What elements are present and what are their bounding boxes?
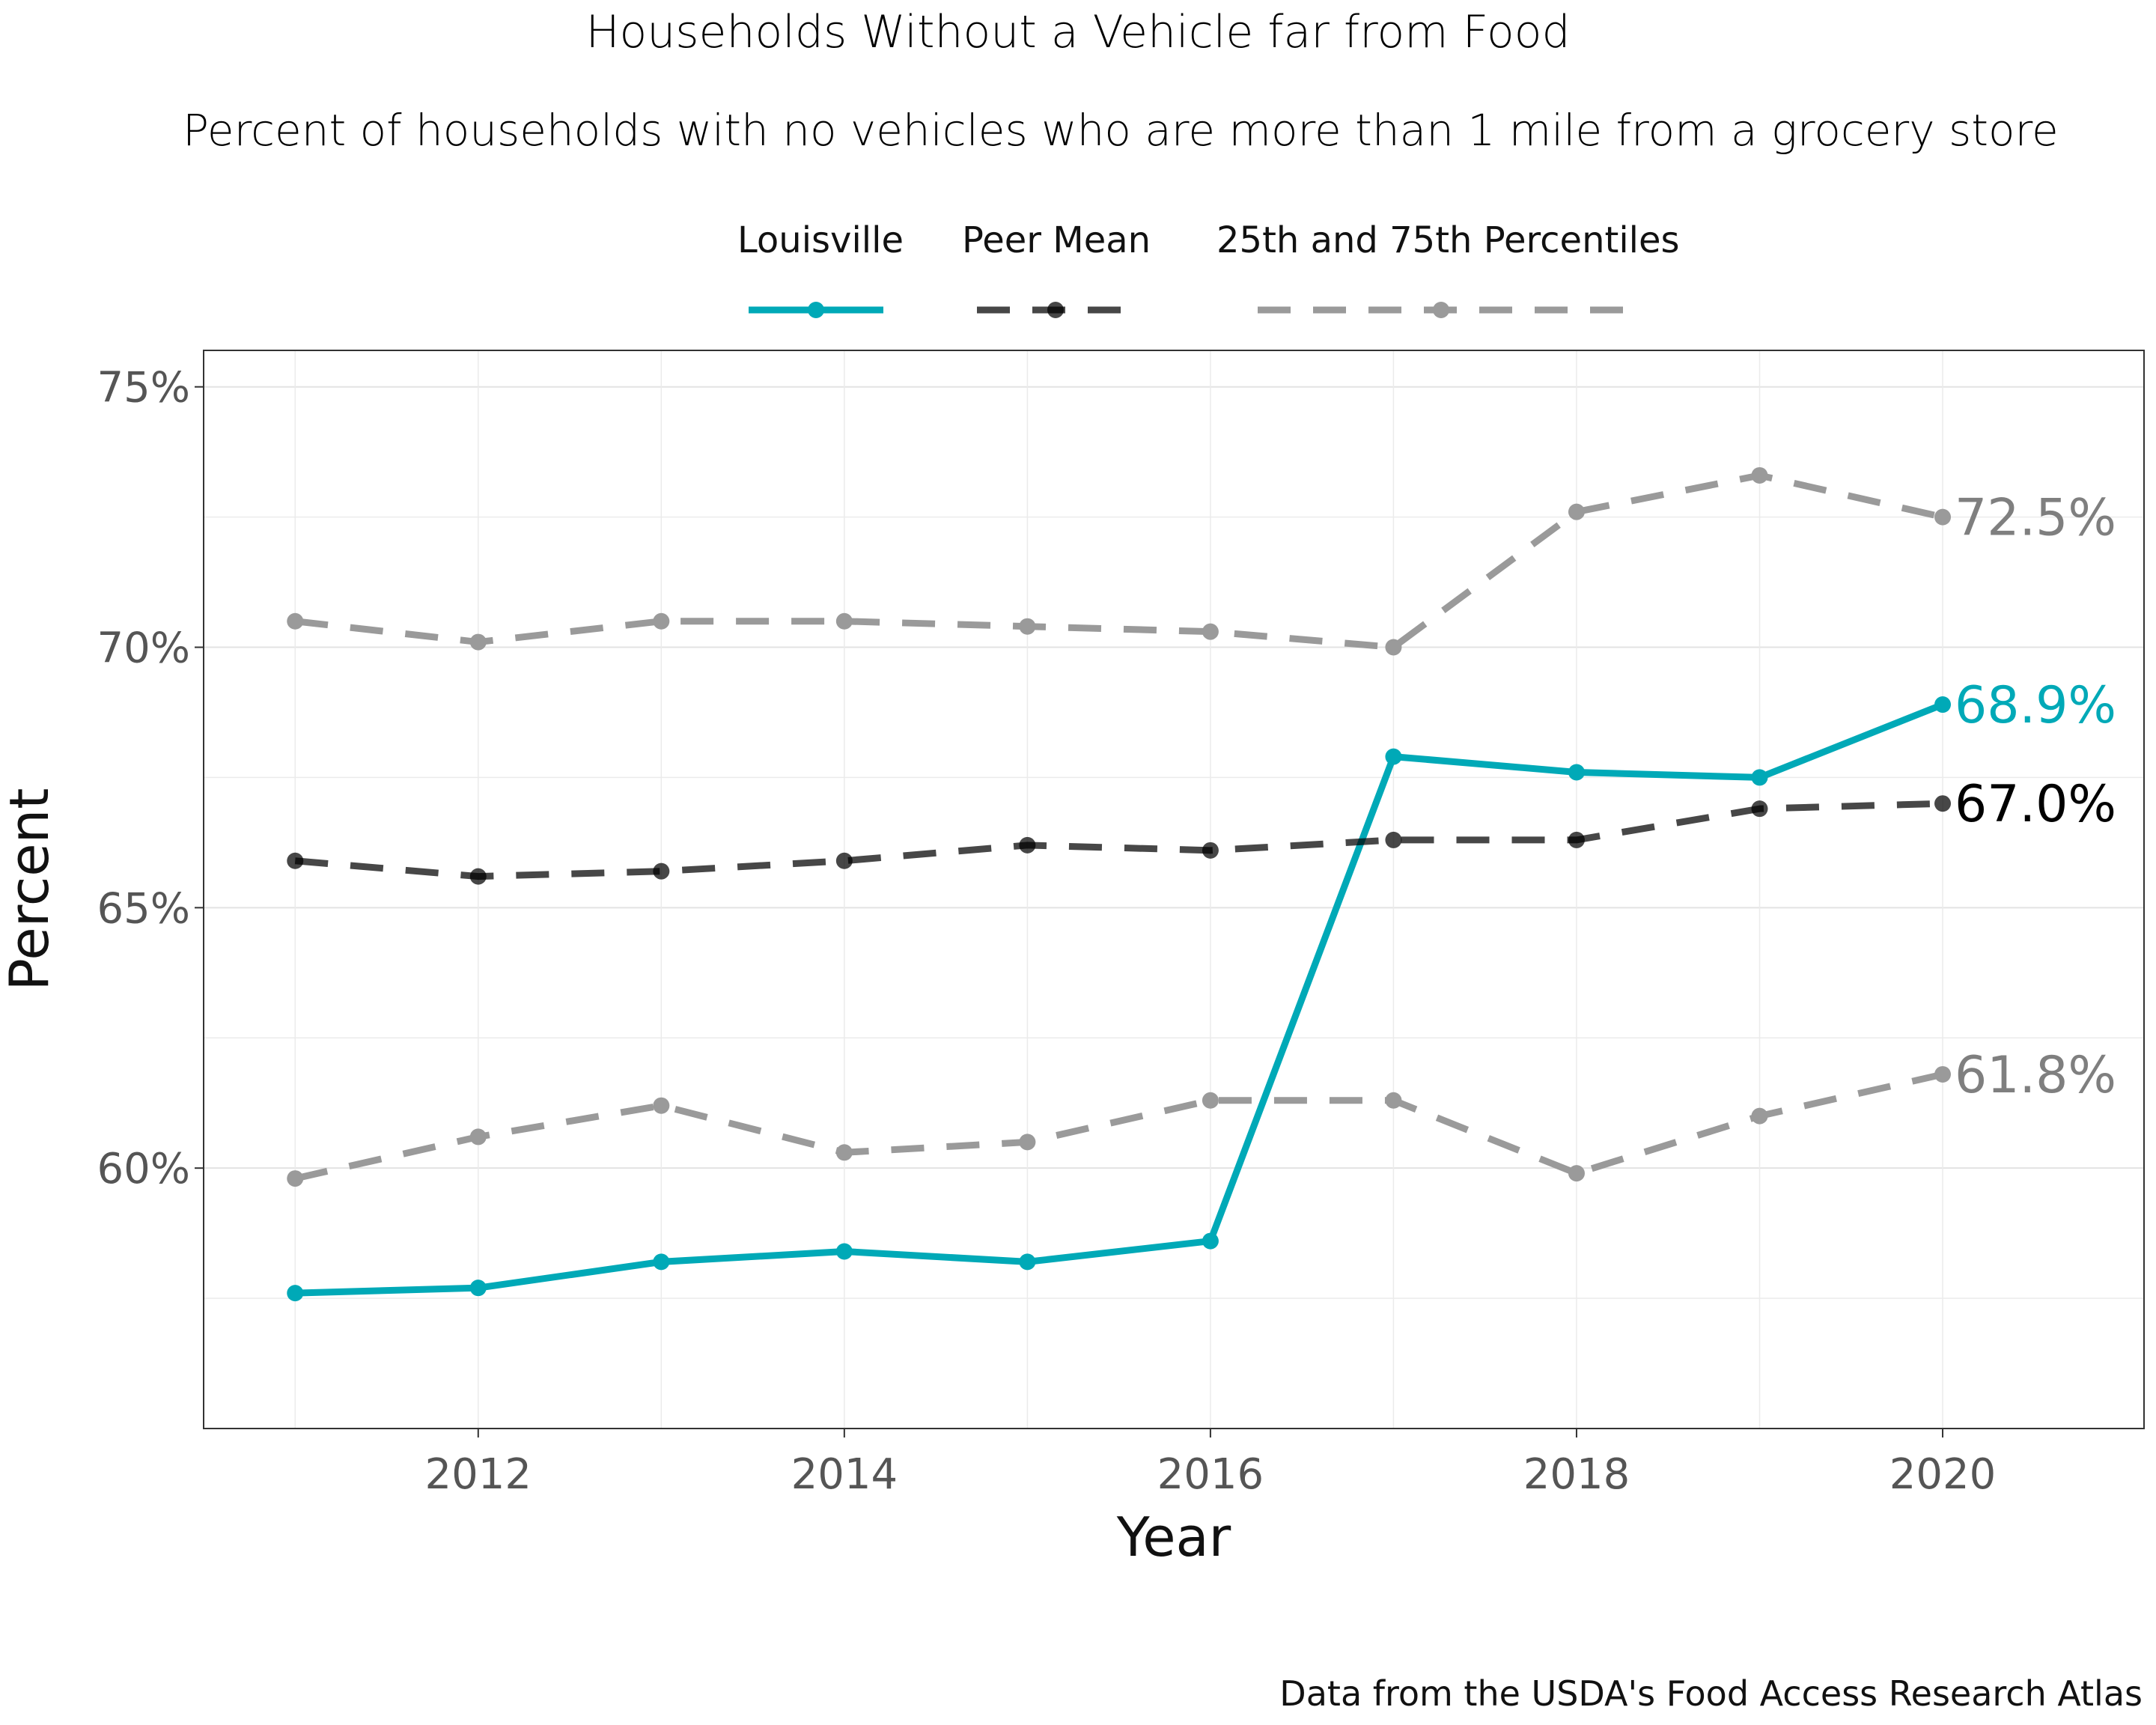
chart-subtitle: Percent of households with no vehicles w… [183,105,2059,156]
data-point-louisville [1751,769,1768,786]
legend-key-percentiles-marker [1433,302,1449,318]
data-point-75th-percentile [1568,503,1585,520]
legend-label-louisville: Louisville [737,219,904,261]
series-layer [287,466,1952,1302]
plot-panel-border [203,350,2145,1429]
data-point-75th-percentile [1202,623,1219,640]
x-tick-label: 2020 [1889,1450,1997,1499]
data-point-25th-percentile [287,1170,304,1187]
data-point-25th-percentile [1019,1134,1036,1151]
series-line-peer-mean [294,800,1943,880]
data-point-louisville [1934,696,1952,714]
data-point-peer-mean [1019,836,1036,854]
end-labels: 68.9% 67.0% 72.5% 61.8% [1955,489,2116,1105]
data-point-louisville [287,1285,304,1302]
y-tick-label: 65% [97,884,190,933]
data-point-louisville [1202,1232,1219,1250]
data-point-75th-percentile [1385,639,1402,656]
data-point-peer-mean [1568,831,1585,848]
data-point-25th-percentile [1202,1092,1219,1109]
legend: Louisville Peer Mean 25th and 75th Perce… [737,219,1680,318]
data-point-louisville [1385,748,1402,765]
y-tick-label: 60% [97,1145,190,1193]
data-point-25th-percentile [1751,1107,1768,1125]
end-label-25th-percentile: 61.8% [1955,1046,2116,1105]
x-tick-label: 2018 [1523,1450,1630,1499]
data-point-louisville [653,1253,670,1271]
data-point-peer-mean [835,852,853,869]
chart-title: Households Without a Vehicle far from Fo… [585,6,1571,58]
data-point-75th-percentile [469,633,487,651]
end-label-75th-percentile: 72.5% [1955,489,2116,548]
data-point-peer-mean [653,862,670,880]
end-label-peer-mean: 67.0% [1955,775,2116,834]
data-point-peer-mean [1385,831,1402,848]
data-point-75th-percentile [1751,466,1768,484]
series-line-25th-percentile [294,1071,1944,1182]
legend-key-louisville-marker [808,302,824,318]
data-point-25th-percentile [1568,1165,1585,1182]
data-point-louisville [1019,1253,1036,1271]
data-point-25th-percentile [653,1097,670,1114]
data-point-75th-percentile [1019,618,1036,635]
x-tick-label: 2016 [1157,1450,1264,1499]
x-tick-label: 2012 [425,1450,532,1499]
x-axis-title: Year [1116,1506,1231,1569]
end-label-louisville: 68.9% [1955,676,2116,735]
y-tick-label: 70% [97,624,190,673]
data-point-25th-percentile [835,1144,853,1161]
legend-key-peer-mean-marker [1047,302,1064,318]
data-point-louisville [835,1243,853,1260]
data-point-75th-percentile [835,612,853,630]
data-point-peer-mean [287,852,304,869]
data-point-75th-percentile [287,612,304,630]
y-axis-title: Percent [0,788,61,991]
data-point-louisville [469,1280,487,1297]
data-point-25th-percentile [1385,1092,1402,1109]
y-tick-label: 75% [97,364,190,413]
legend-label-peer-mean: Peer Mean [962,219,1151,261]
data-point-75th-percentile [653,612,670,630]
data-point-peer-mean [469,868,487,885]
data-point-25th-percentile [1934,1065,1952,1083]
x-tick-label: 2014 [791,1450,898,1499]
series-line-75th-percentile [294,472,1944,651]
data-point-25th-percentile [469,1128,487,1146]
data-point-peer-mean [1934,795,1952,812]
series-line-louisville [295,701,1944,1297]
data-point-louisville [1568,764,1585,781]
data-point-peer-mean [1202,842,1219,859]
axes: 60% 65% 70% 75% 2012 2014 2016 2018 2020 [97,364,1997,1499]
data-point-75th-percentile [1934,508,1952,526]
legend-label-percentiles: 25th and 75th Percentiles [1216,219,1680,261]
gridlines [204,350,2144,1429]
data-point-peer-mean [1751,800,1768,818]
chart-caption: Data from the USDA's Food Access Researc… [1279,1673,2143,1714]
